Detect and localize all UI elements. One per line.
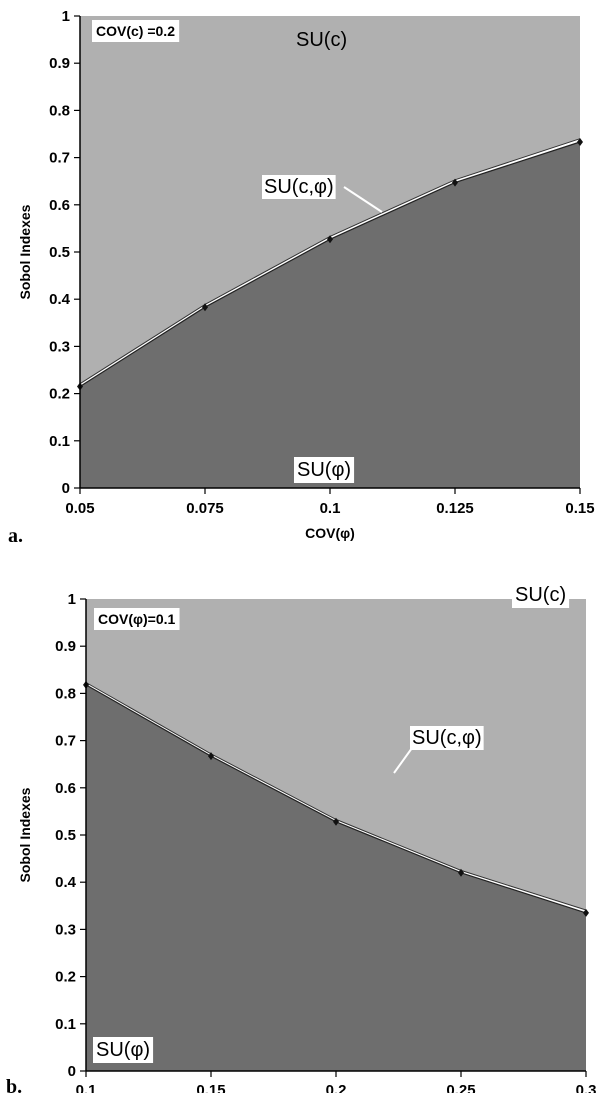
su-c-phi-label: SU(c,φ) [264, 176, 334, 198]
chart-panel-a: 0 0.1 0.2 0.3 0.4 0.5 0.6 0.7 0.8 0.9 1 0.05 0.075 0.… [8, 8, 595, 547]
label-background [94, 608, 180, 630]
label-background [410, 726, 484, 750]
x-tick-label: 0.15 [565, 500, 594, 517]
x-tick-label: 0.3 [576, 1082, 597, 1093]
data-point [577, 138, 583, 147]
y-tick-label: 0.8 [55, 685, 76, 702]
y-tick-label: 0.2 [55, 969, 76, 986]
label-background [92, 20, 180, 42]
interaction-leader-line [393, 747, 413, 774]
data-point [458, 868, 464, 877]
y-tick-label: 0.8 [49, 102, 70, 119]
x-tick-label: 0.1 [76, 1082, 97, 1093]
y-tick-label: 0.3 [55, 921, 76, 938]
y-axis-title: Sobol Indexes [17, 787, 33, 882]
su-c-label: SU(c) [296, 29, 347, 51]
y-tick-label: 0.4 [49, 291, 71, 308]
label-background [512, 582, 570, 608]
y-tick-label: 0.9 [55, 638, 76, 655]
data-point [202, 303, 208, 312]
y-tick-label: 0.9 [49, 55, 70, 72]
panel-label: b. [6, 1076, 22, 1093]
y-tick-label: 0.5 [49, 244, 70, 261]
label-background [294, 457, 355, 483]
x-tick-label: 0.1 [320, 500, 341, 517]
y-tick-label: 0.1 [55, 1016, 76, 1033]
interaction-leader-line [343, 186, 383, 213]
y-tick-label: 0.6 [55, 780, 76, 797]
y-tick-label: 0.4 [55, 874, 77, 891]
su-c-phi-label: SU(c,φ) [412, 727, 482, 749]
chart-panel-b: 00.10.20.30.40.50.60.70.80.910.1 0.15 0.2 0… [6, 582, 596, 1093]
y-tick-label: 0 [68, 1063, 76, 1080]
y-tick-label: 0 [62, 480, 70, 497]
su-phi-region [80, 142, 580, 488]
y-tick-label: 1 [68, 591, 76, 608]
x-tick-label: 0.125 [436, 500, 474, 517]
panel-label: a. [8, 525, 23, 547]
y-tick-label: 0.6 [49, 197, 70, 214]
condition-label: COV(φ)=0.1 [98, 611, 176, 627]
x-tick-label: 0.05 [65, 500, 94, 517]
data-point [452, 178, 458, 187]
data-point [208, 752, 214, 761]
x-tick-label: 0.15 [196, 1082, 225, 1093]
su-phi-region [86, 684, 586, 1071]
data-point [333, 817, 339, 826]
su-phi-label: SU(φ) [96, 1039, 150, 1061]
data-point [583, 908, 589, 917]
y-tick-label: 0.3 [49, 338, 70, 355]
x-axis-title: COV(φ) [305, 525, 355, 541]
x-tick-label: 0.2 [326, 1082, 347, 1093]
su-phi-label: SU(φ) [297, 459, 351, 481]
x-tick-label: 0.075 [186, 500, 224, 517]
y-tick-label: 0.7 [49, 150, 70, 167]
su-c-label: SU(c) [515, 584, 566, 606]
label-background [93, 1037, 154, 1063]
label-background [262, 175, 336, 199]
condition-label: COV(c) =0.2 [96, 23, 175, 39]
y-tick-label: 1 [62, 8, 70, 25]
y-tick-label: 0.2 [49, 386, 70, 403]
y-tick-label: 0.5 [55, 827, 76, 844]
y-tick-label: 0.7 [55, 733, 76, 750]
y-tick-label: 0.1 [49, 433, 70, 450]
y-axis-title: Sobol Indexes [17, 204, 33, 299]
data-point [327, 235, 333, 244]
x-tick-label: 0.25 [446, 1082, 475, 1093]
